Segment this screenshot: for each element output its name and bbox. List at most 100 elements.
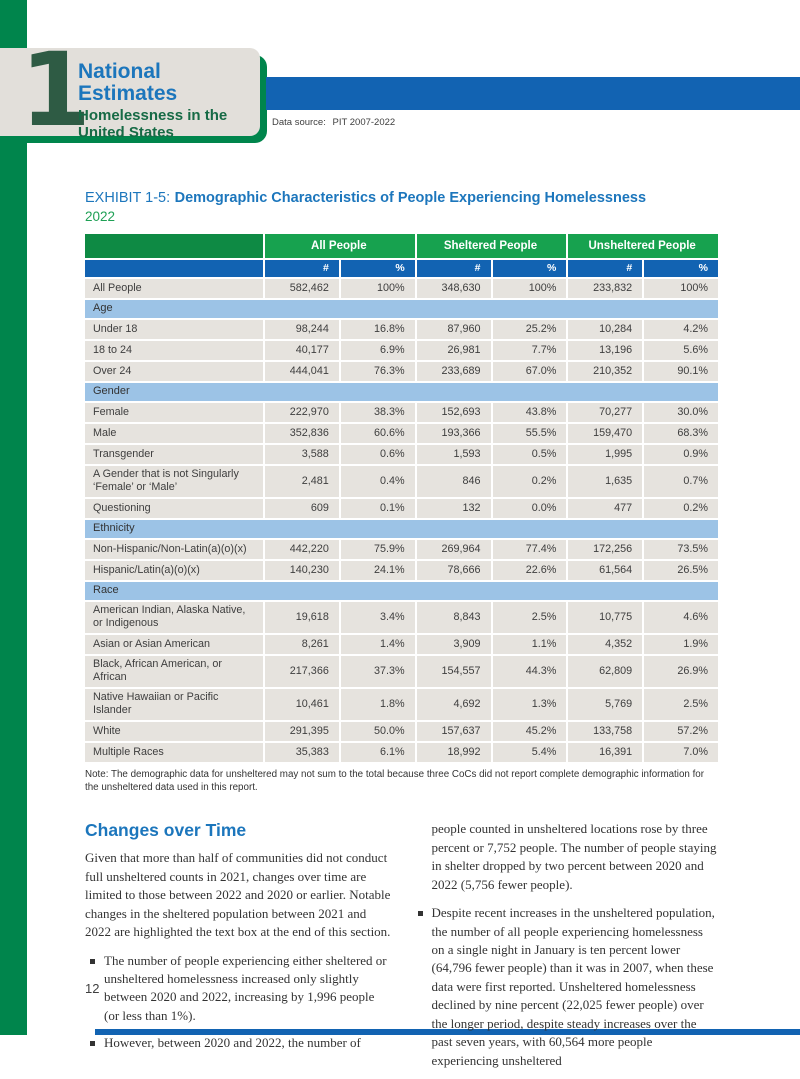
table-row: Asian or Asian American 8,261 1.4% 3,909 1.1… [85, 634, 718, 654]
row-value: 222,970 [265, 403, 339, 422]
bullet-square-icon [417, 911, 423, 917]
page-content: EXHIBIT 1-5: Demographic Characteristics… [85, 188, 718, 1079]
row-value: 1.8% [340, 688, 415, 720]
table-row: White 291,395 50.0% 157,637 45.2% 133,758 57.2… [85, 721, 718, 741]
table-row: Male 352,836 60.6% 193,366 55.5% 159,470 68.3% [85, 424, 718, 443]
row-value: 1,593 [416, 445, 491, 464]
subheader-count: # [416, 259, 491, 277]
row-label: White [85, 721, 263, 741]
group-header-unsheltered: Unsheltered People [568, 233, 718, 258]
row-value: 57.2% [644, 721, 718, 741]
text-column-right: people counted in unsheltered locations … [413, 820, 719, 1079]
row-value: 70,277 [568, 403, 643, 422]
row-value: 26,981 [416, 341, 491, 360]
row-label: American Indian, Alaska Native, or Indig… [85, 601, 263, 633]
row-value: 100% [340, 279, 415, 298]
table-body: All People 582,462 100% 348,630 100% 233,832 1… [85, 279, 718, 762]
row-label: Non-Hispanic/Non-Latin(a)(o)(x) [85, 539, 263, 559]
row-value: 8,843 [416, 601, 491, 633]
row-value: 75.9% [340, 539, 415, 559]
row-value: 13,196 [568, 341, 643, 360]
page-number: 12 [85, 981, 100, 996]
row-value: 0.2% [492, 466, 567, 497]
table-row: Over 24 444,041 76.3% 233,689 67.0% 210,352 90… [85, 362, 718, 381]
row-value: 50.0% [340, 721, 415, 741]
table-row: Black, African American, or African 217,3… [85, 655, 718, 687]
row-value: 352,836 [265, 424, 339, 443]
row-label: 18 to 24 [85, 341, 263, 360]
table-row: Under 18 98,244 16.8% 87,960 25.2% 10,284 4.2% [85, 320, 718, 339]
section-heading: Changes over Time [85, 820, 247, 841]
text-column-left: Changes over Time Given that more than h… [85, 820, 391, 1079]
bullet-square-icon [90, 958, 95, 964]
changes-over-time-section: Changes over Time Given that more than h… [85, 820, 718, 1079]
row-label: A Gender that is not Singularly ‘Female’… [85, 466, 263, 497]
chapter-titles: National Estimates Homelessness in the U… [78, 60, 263, 142]
row-value: 442,220 [265, 539, 339, 559]
row-value: 24.1% [340, 560, 415, 580]
row-value: 846 [416, 466, 491, 497]
row-value: 0.0% [492, 498, 567, 518]
row-value: 1.1% [492, 634, 567, 654]
table-group-header-row: All People Sheltered People Unsheltered … [85, 233, 718, 258]
intro-paragraph: Given that more than half of communities… [85, 850, 391, 940]
table-section-row: Gender [85, 383, 718, 401]
row-value: 1,635 [568, 466, 643, 497]
row-value: 68.3% [644, 424, 718, 443]
bullet-text: However, between 2020 and 2022, the numb… [104, 1035, 361, 1051]
chapter-header-box [0, 48, 260, 136]
row-value: 133,758 [568, 721, 643, 741]
section-label: Age [85, 300, 718, 318]
bullet-text: Despite recent increases in the unshelte… [431, 905, 715, 1068]
table-row: Questioning 609 0.1% 132 0.0% 477 0.2% [85, 498, 718, 518]
row-value: 26.9% [644, 655, 718, 687]
row-value: 2,481 [265, 466, 339, 497]
row-value: 154,557 [416, 655, 491, 687]
row-value: 0.7% [644, 466, 718, 497]
chapter-subtitle: Homelessness in the United States [78, 107, 228, 142]
row-label: Black, African American, or African [85, 655, 263, 687]
row-value: 60.6% [340, 424, 415, 443]
row-value: 3.4% [340, 601, 415, 633]
row-value: 217,366 [265, 655, 339, 687]
row-value: 98,244 [265, 320, 339, 339]
bullet-text: The number of people experiencing either… [104, 952, 387, 1023]
table-row: Female 222,970 38.3% 152,693 43.8% 70,277 30.0… [85, 403, 718, 422]
table-row: A Gender that is not Singularly ‘Female’… [85, 466, 718, 497]
bullet-item: The number of people experiencing either… [87, 952, 391, 1026]
row-value: 2.5% [644, 688, 718, 720]
row-value: 10,461 [265, 688, 339, 720]
row-value: 348,630 [416, 279, 491, 298]
row-value: 140,230 [265, 560, 339, 580]
row-value: 16,391 [568, 742, 643, 762]
bullet-list-left: The number of people experiencing either… [85, 952, 391, 1053]
row-value: 67.0% [492, 362, 567, 381]
data-source-value: PIT 2007-2022 [332, 117, 396, 128]
left-green-bar [0, 0, 27, 1035]
data-source: Data source: PIT 2007-2022 [272, 117, 395, 128]
row-value: 233,832 [568, 279, 643, 298]
subheader-count: # [265, 259, 339, 277]
chapter-title: National Estimates [78, 60, 178, 106]
row-value: 1.4% [340, 634, 415, 654]
row-value: 0.1% [340, 498, 415, 518]
subheader-percent: % [492, 259, 567, 277]
row-value: 5.4% [492, 742, 567, 762]
section-label: Race [85, 581, 718, 600]
row-value: 2.5% [492, 601, 567, 633]
table-subheader-row: # % # % # % [85, 259, 718, 277]
table-note: Note: The demographic data for unshelter… [85, 768, 704, 794]
row-value: 37.3% [340, 655, 415, 687]
row-value: 193,366 [416, 424, 491, 443]
table-row: 18 to 24 40,177 6.9% 26,981 7.7% 13,196 5.6% [85, 341, 718, 360]
bullet-item: However, between 2020 and 2022, the numb… [87, 1034, 391, 1052]
row-value: 0.4% [340, 466, 415, 497]
group-header-all-people: All People [265, 233, 415, 258]
row-value: 0.6% [340, 445, 415, 464]
row-value: 19,618 [265, 601, 339, 633]
row-value: 0.9% [644, 445, 718, 464]
row-value: 38.3% [340, 403, 415, 422]
row-value: 582,462 [265, 279, 339, 298]
row-value: 78,666 [416, 560, 491, 580]
row-value: 3,909 [416, 634, 491, 654]
